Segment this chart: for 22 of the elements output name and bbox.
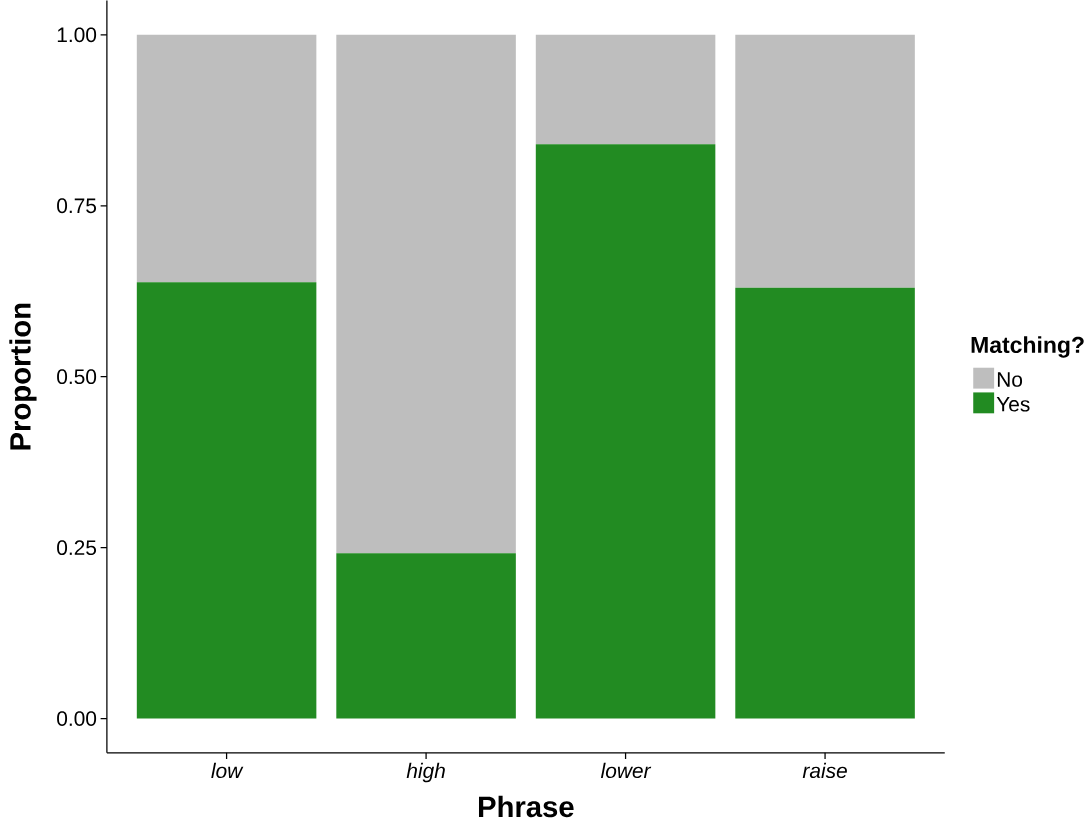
- legend-label: No: [997, 372, 1023, 388]
- x-axis-title: Phrase: [478, 795, 574, 818]
- y-axis-title: Proportion: [9, 303, 37, 450]
- x-tick-label: raise: [802, 762, 847, 779]
- bar: [535, 34, 716, 145]
- y-tick-label: 0.75: [57, 198, 97, 214]
- legend-label: Yes: [996, 397, 1030, 412]
- y-tick-label: 0.50: [57, 369, 97, 385]
- bar: [735, 34, 915, 288]
- bar: [735, 287, 915, 719]
- x-tick-label: low: [211, 762, 244, 779]
- bar: [136, 34, 317, 283]
- bar: [535, 144, 716, 719]
- bar: [336, 34, 516, 554]
- bar: [336, 553, 516, 719]
- bar: [136, 282, 317, 719]
- y-tick-label: 0.25: [57, 540, 97, 556]
- x-tick-label: high: [406, 762, 445, 783]
- y-tick-label: 0.00: [57, 711, 97, 727]
- x-tick-label: lower: [600, 762, 652, 779]
- legend-title: Matching?: [971, 336, 1084, 358]
- y-tick-label: 1.00: [57, 27, 97, 43]
